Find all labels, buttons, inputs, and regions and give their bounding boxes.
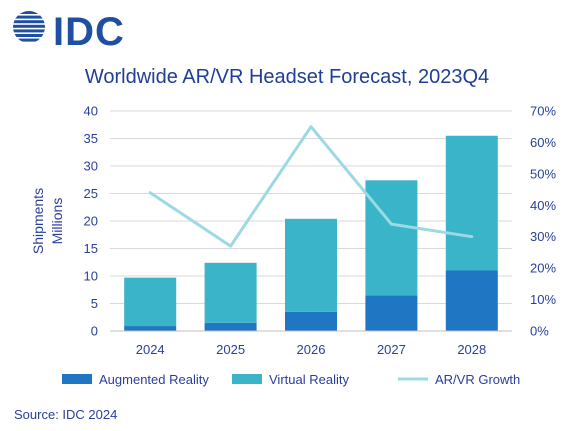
legend-label: Virtual Reality	[269, 372, 349, 387]
legend-swatch	[62, 374, 92, 384]
y-tick-label: 15	[84, 241, 98, 256]
x-axis: 2024 2025 2026 2027 2028	[136, 342, 487, 357]
bar-augmented-reality-2025	[204, 322, 257, 331]
globe-stripe	[13, 29, 45, 33]
globe-icon	[13, 11, 45, 42]
y2-tick-label: 0%	[530, 324, 549, 339]
bar-virtual-reality-2024	[124, 277, 177, 327]
logo-wordmark: IDC	[53, 10, 125, 54]
bar-virtual-reality-2025	[204, 262, 257, 323]
chart-title: Worldwide AR/VR Headset Forecast, 2023Q4	[85, 66, 489, 88]
growth-line-layer	[148, 125, 474, 248]
bar-augmented-reality-2026	[285, 311, 337, 331]
y2-tick-label: 20%	[530, 261, 556, 276]
y-tick-label: 5	[91, 296, 98, 311]
globe-stripe	[13, 34, 45, 37]
x-tick-label: 2028	[457, 342, 486, 357]
x-tick-label: 2026	[297, 342, 326, 357]
y-tick-label: 30	[84, 159, 98, 174]
y2-tick-label: 30%	[530, 229, 556, 244]
bar-virtual-reality-2026	[285, 218, 337, 312]
bar-augmented-reality-2024	[124, 326, 177, 331]
source-note: Source: IDC 2024	[14, 407, 117, 422]
y-tick-label: 25	[84, 186, 98, 201]
globe-stripe	[13, 15, 45, 19]
legend-label: Augmented Reality	[99, 372, 209, 387]
x-tick-label: 2024	[136, 342, 165, 357]
idc-logo: IDC	[13, 10, 125, 54]
y2-tick-label: 70%	[530, 104, 556, 119]
globe-stripe	[13, 20, 45, 24]
y-tick-label: 20	[84, 214, 98, 229]
bar-virtual-reality-2028	[445, 135, 498, 271]
legend: Augmented Reality Virtual Reality AR/VR Gr…	[62, 372, 520, 387]
bar-augmented-reality-2027	[365, 295, 418, 331]
y-axis-label-millions: Millions	[49, 198, 65, 245]
y-tick-label: 35	[84, 131, 98, 146]
legend-label: AR/VR Growth	[435, 372, 520, 387]
globe-stripe	[13, 38, 45, 42]
y2-tick-label: 40%	[530, 198, 556, 213]
y-axis-right: 0% 10% 20% 30% 40% 50% 60% 70%	[530, 104, 556, 339]
y-tick-label: 10	[84, 269, 98, 284]
growth-line	[148, 125, 474, 248]
x-tick-label: 2027	[377, 342, 406, 357]
y2-tick-label: 60%	[530, 135, 556, 150]
y-tick-label: 40	[84, 104, 98, 119]
bar-augmented-reality-2028	[445, 270, 498, 331]
globe-stripe	[13, 24, 45, 28]
legend-swatch	[232, 374, 262, 384]
x-tick-label: 2025	[216, 342, 245, 357]
y2-tick-label: 10%	[530, 292, 556, 307]
y-axis-label-shipments: Shipments	[30, 188, 46, 254]
y-tick-label: 0	[91, 324, 98, 339]
bars-layer	[110, 135, 512, 332]
y-axis-left: 0 5 10 15 20 25 30 35 40	[84, 104, 98, 339]
bar-virtual-reality-2027	[365, 180, 418, 296]
globe-stripe	[13, 11, 45, 14]
y2-tick-label: 50%	[530, 166, 556, 181]
